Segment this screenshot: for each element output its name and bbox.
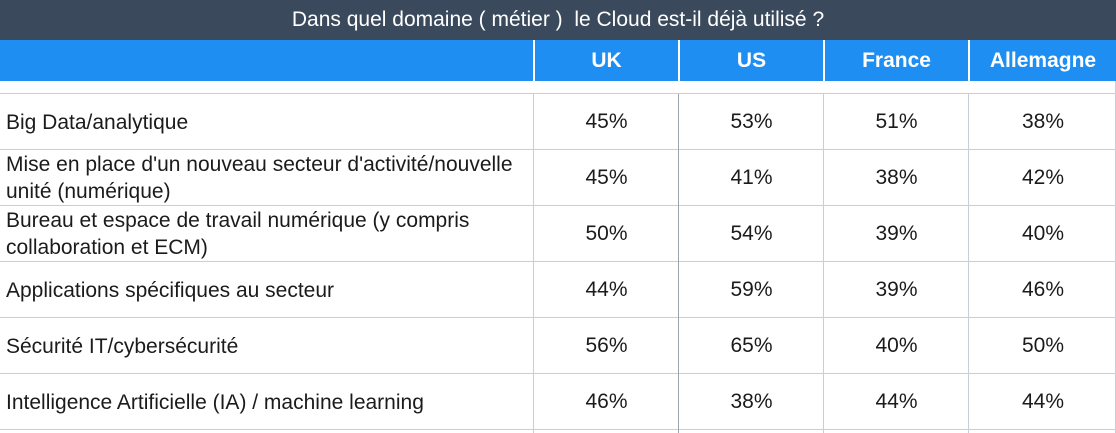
row-label: Mise en place d'un nouveau secteur d'act…	[6, 153, 513, 203]
cell-value-us: 54%	[730, 222, 773, 245]
row-label: Intelligence Artificielle (IA) / machine…	[6, 390, 424, 414]
spacer-row	[0, 81, 1116, 94]
grid-line-vertical	[678, 94, 679, 433]
cell-value-france: 51%	[875, 110, 918, 133]
table-title: Dans quel domaine ( métier ) le Cloud es…	[0, 0, 1116, 40]
table-header-row: UK US France Allemagne	[0, 40, 1116, 81]
table-row: Big Data/analytique 45% 53% 51% 38%	[0, 94, 1116, 150]
grid-line-vertical	[533, 94, 534, 433]
cell-value-france: 39%	[875, 278, 918, 301]
column-header-allemagne: Allemagne	[970, 40, 1116, 81]
grid-line-vertical	[968, 94, 969, 433]
cell-value-france: 39%	[875, 222, 918, 245]
cell-value-us: 38%	[730, 390, 773, 413]
cell-value-allemagne: 42%	[1021, 166, 1065, 189]
cell-value-us: 41%	[730, 166, 773, 189]
cell-value-france: 38%	[875, 166, 918, 189]
table-row: Sécurité IT/cybersécurité 56% 65% 40% 50%	[0, 318, 1116, 374]
column-header-us: US	[680, 40, 823, 81]
row-label: Applications spécifiques au secteur	[6, 278, 335, 302]
cell-value-allemagne: 44%	[1021, 390, 1065, 413]
cell-value-uk: 56%	[585, 334, 628, 357]
cell-value-uk: 44%	[585, 278, 628, 301]
cell-value-us: 53%	[730, 110, 773, 133]
cell-value-us: 65%	[730, 334, 773, 357]
cell-value-uk: 50%	[585, 222, 628, 245]
table-row: Bureau et espace de travail numérique (y…	[0, 206, 1116, 262]
grid-line-vertical	[823, 94, 824, 433]
row-label: Sécurité IT/cybersécurité	[6, 334, 239, 358]
cell-value-allemagne: 50%	[1021, 334, 1065, 357]
table-row: Intelligence Artificielle (IA) / machine…	[0, 374, 1116, 430]
header-blank-cell	[0, 40, 533, 81]
cell-value-uk: 46%	[585, 390, 628, 413]
column-header-france: France	[825, 40, 968, 81]
cell-value-uk: 45%	[585, 110, 628, 133]
table-row: Applications spécifiques au secteur 44% 59…	[0, 262, 1116, 318]
cell-value-france: 44%	[875, 390, 918, 413]
row-label: Bureau et espace de travail numérique (y…	[6, 209, 470, 259]
cell-value-allemagne: 40%	[1021, 222, 1065, 245]
cell-value-allemagne: 46%	[1021, 278, 1065, 301]
cell-value-allemagne: 38%	[1021, 110, 1065, 133]
cell-value-uk: 45%	[585, 166, 628, 189]
cell-value-us: 59%	[730, 278, 773, 301]
table-row: Mise en place d'un nouveau secteur d'act…	[0, 150, 1116, 206]
cell-value-france: 40%	[875, 334, 918, 357]
column-header-uk: UK	[535, 40, 678, 81]
row-label: Big Data/analytique	[6, 110, 189, 134]
